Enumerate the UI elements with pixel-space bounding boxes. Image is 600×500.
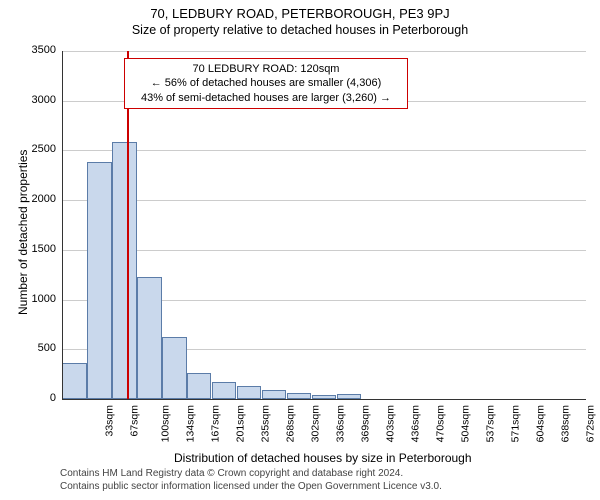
x-tick-label: 100sqm bbox=[160, 405, 172, 442]
footer-line2: Contains public sector information licen… bbox=[60, 480, 442, 493]
chart-subtitle: Size of property relative to detached ho… bbox=[0, 21, 600, 37]
x-tick-label: 638sqm bbox=[559, 405, 571, 442]
y-tick-label: 500 bbox=[18, 342, 56, 354]
x-tick-label: 201sqm bbox=[235, 405, 247, 442]
x-tick-label: 537sqm bbox=[484, 405, 496, 442]
x-tick-label: 336sqm bbox=[334, 405, 346, 442]
y-tick-label: 1000 bbox=[18, 293, 56, 305]
y-tick-label: 3000 bbox=[18, 94, 56, 106]
y-axis-line bbox=[62, 51, 63, 399]
bar bbox=[237, 386, 261, 399]
x-tick-label: 268sqm bbox=[285, 405, 297, 442]
grid-line bbox=[62, 51, 586, 52]
x-tick-label: 504sqm bbox=[459, 405, 471, 442]
x-tick-label: 436sqm bbox=[409, 405, 421, 442]
bar bbox=[212, 382, 236, 399]
chart-title: 70, LEDBURY ROAD, PETERBOROUGH, PE3 9PJ bbox=[0, 0, 600, 21]
footer-attribution: Contains HM Land Registry data © Crown c… bbox=[60, 467, 442, 493]
annotation-line2: ← 56% of detached houses are smaller (4,… bbox=[131, 76, 401, 90]
x-tick-label: 403sqm bbox=[384, 405, 396, 442]
bar bbox=[62, 363, 86, 399]
x-tick-label: 672sqm bbox=[584, 405, 596, 442]
bar bbox=[137, 277, 161, 399]
x-tick-label: 67sqm bbox=[129, 405, 141, 437]
y-tick-label: 2000 bbox=[18, 193, 56, 205]
y-tick-label: 3500 bbox=[18, 44, 56, 56]
bar bbox=[187, 373, 211, 399]
grid-line bbox=[62, 200, 586, 201]
x-tick-label: 604sqm bbox=[534, 405, 546, 442]
bar bbox=[112, 142, 136, 399]
y-tick-label: 2500 bbox=[18, 143, 56, 155]
x-axis-label: Distribution of detached houses by size … bbox=[174, 451, 472, 465]
y-tick-label: 0 bbox=[18, 392, 56, 404]
bar bbox=[87, 162, 111, 399]
chart-container: { "title": "70, LEDBURY ROAD, PETERBOROU… bbox=[0, 0, 600, 500]
x-tick-label: 470sqm bbox=[434, 405, 446, 442]
bar bbox=[262, 390, 286, 399]
bar bbox=[162, 337, 186, 399]
x-tick-label: 369sqm bbox=[359, 405, 371, 442]
x-tick-label: 235sqm bbox=[260, 405, 272, 442]
x-tick-label: 302sqm bbox=[309, 405, 321, 442]
grid-line bbox=[62, 250, 586, 251]
x-tick-label: 33sqm bbox=[104, 405, 116, 437]
footer-line1: Contains HM Land Registry data © Crown c… bbox=[60, 467, 442, 480]
annotation-line1: 70 LEDBURY ROAD: 120sqm bbox=[131, 62, 401, 76]
x-axis-line bbox=[62, 399, 586, 400]
grid-line bbox=[62, 150, 586, 151]
x-tick-label: 134sqm bbox=[185, 405, 197, 442]
y-tick-label: 1500 bbox=[18, 243, 56, 255]
annotation-line3: 43% of semi-detached houses are larger (… bbox=[131, 91, 401, 105]
y-axis-label: Number of detached properties bbox=[16, 150, 30, 315]
annotation-box: 70 LEDBURY ROAD: 120sqm ← 56% of detache… bbox=[124, 58, 408, 109]
x-tick-label: 571sqm bbox=[509, 405, 521, 442]
x-tick-label: 167sqm bbox=[210, 405, 222, 442]
